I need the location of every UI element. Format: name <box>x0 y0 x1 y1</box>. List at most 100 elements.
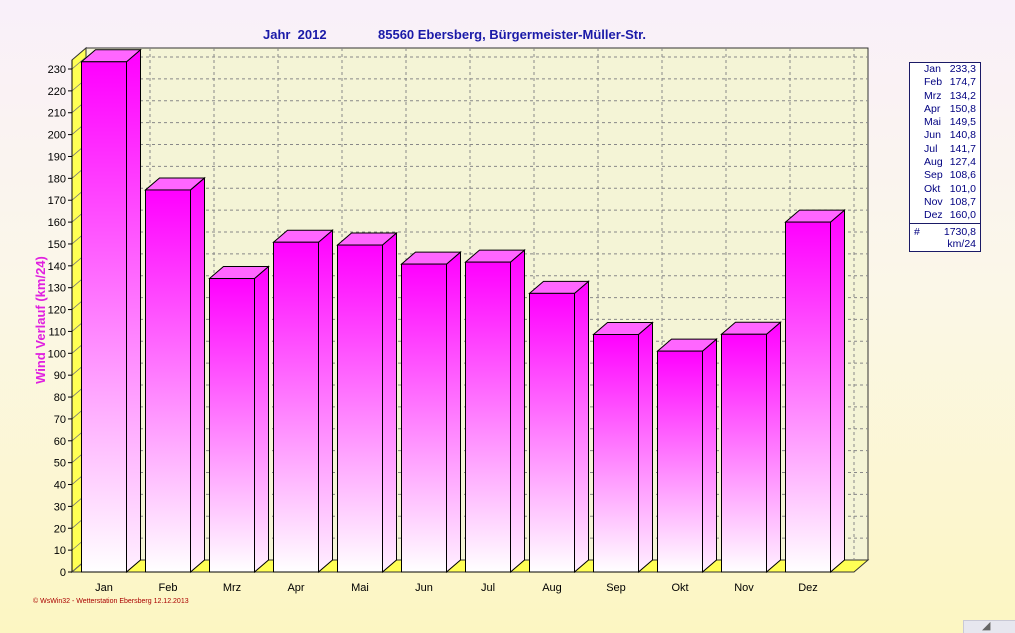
legend-total-unit: km/24 <box>947 237 976 250</box>
x-tick-label: Mrz <box>223 582 241 594</box>
bar-side <box>638 321 653 574</box>
legend-item-value: 150,8 <box>949 102 976 115</box>
y-tick-label: 140 <box>48 261 66 273</box>
y-tick-label: 70 <box>54 414 66 426</box>
legend-item: Apr 150,8 <box>910 103 980 116</box>
legend-item-value: 108,6 <box>949 169 976 182</box>
legend-item: Dez 160,0 <box>910 209 980 222</box>
bar-side <box>126 48 141 574</box>
legend-item: Jul 141,7 <box>910 143 980 156</box>
y-tick-label: 160 <box>48 217 66 229</box>
bar-side <box>382 231 397 574</box>
y-tick-label: 50 <box>54 458 66 470</box>
y-tick-label: 170 <box>48 195 66 207</box>
legend-item-value: 160,0 <box>949 209 976 222</box>
y-tick-label: 180 <box>48 173 66 185</box>
legend-item-value: 140,8 <box>949 129 976 142</box>
bar-side <box>830 208 845 574</box>
legend-total-symbol: # <box>914 225 920 238</box>
legend-item: Sep 108,6 <box>910 169 980 182</box>
y-tick-label: 190 <box>48 151 66 163</box>
legend-item-month: Aug <box>924 156 943 169</box>
legend-item: Nov 108,7 <box>910 196 980 209</box>
x-tick-label: Nov <box>734 582 754 594</box>
station-title: 85560 Ebersberg, Bürgermeister-Müller-St… <box>378 27 647 42</box>
legend-item-value: 108,7 <box>949 195 976 208</box>
legend-item: Jun 140,8 <box>910 129 980 142</box>
legend-item: Mrz 134,2 <box>910 90 980 103</box>
legend-item: Aug 127,4 <box>910 156 980 169</box>
x-tick-label: Sep <box>606 582 626 594</box>
y-tick-label: 40 <box>54 480 66 492</box>
legend-item: Jan 233,3 <box>910 63 980 76</box>
y-tick-label: 60 <box>54 436 66 448</box>
bar <box>81 61 127 573</box>
bar-side <box>254 265 269 574</box>
legend-item-month: Nov <box>924 195 943 208</box>
y-tick-label: 30 <box>54 501 66 513</box>
side-grid-line <box>71 56 87 70</box>
legend-item-month: Apr <box>924 102 941 115</box>
x-tick-label: Jun <box>415 582 433 594</box>
legend-item-value: 233,3 <box>949 63 976 75</box>
legend-item-month: Mai <box>924 116 941 129</box>
legend-item: Okt 101,0 <box>910 183 980 196</box>
bar-side <box>190 176 205 574</box>
legend-item-month: Jul <box>924 142 938 155</box>
legend-item-value: 101,0 <box>949 182 976 195</box>
legend: Jan 233,3 Feb 174,7 Mrz 134,2 Apr 150,8 Mai 149,5… <box>909 62 981 252</box>
labels: 0 10 20 30 40 50 60 70 80 90 100 110 120 130 140 150 160… <box>48 64 818 594</box>
legend-item-value: 127,4 <box>949 156 976 169</box>
bar <box>465 261 511 573</box>
legend-item-value: 149,5 <box>949 116 976 129</box>
legend-item-value: 174,7 <box>949 76 976 89</box>
bar <box>721 333 767 573</box>
legend-item-month: Sep <box>924 169 943 182</box>
legend-item-month: Mrz <box>924 89 942 102</box>
x-tick-label: Aug <box>542 582 562 594</box>
y-tick-label: 130 <box>48 283 66 295</box>
y-tick-label: 80 <box>54 392 66 404</box>
axes <box>68 60 73 573</box>
legend-item-month: Jan <box>924 63 941 75</box>
legend-total: # 1730,8 km/24 <box>910 222 980 251</box>
legend-item: Feb 174,7 <box>910 76 980 89</box>
x-tick-label: Feb <box>159 582 178 594</box>
y-tick-label: 10 <box>54 545 66 557</box>
bar <box>337 244 383 573</box>
y-tick-label: 210 <box>48 108 66 120</box>
bar-side <box>446 250 461 574</box>
bar-side <box>510 249 525 574</box>
y-tick-label: 230 <box>48 64 66 76</box>
y-tick-label: 220 <box>48 86 66 98</box>
resize-grip-icon[interactable]: ◢ <box>963 620 1015 633</box>
y-tick-label: 20 <box>54 523 66 535</box>
x-tick-label: Okt <box>671 582 688 594</box>
legend-item-month: Jun <box>924 129 941 142</box>
year-title: Jahr 2012 <box>263 27 327 42</box>
legend-item: Mai 149,5 <box>910 116 980 129</box>
bar <box>657 350 703 573</box>
bar <box>209 278 255 573</box>
x-tick-label: Dez <box>798 582 818 594</box>
y-tick-label: 200 <box>48 130 66 142</box>
x-tick-label: Mai <box>351 582 369 594</box>
y-tick-label: 120 <box>48 305 66 317</box>
legend-total-value: 1730,8 <box>943 225 976 238</box>
bar <box>529 292 575 573</box>
bar-side <box>574 280 589 574</box>
y-tick-label: 100 <box>48 348 66 360</box>
legend-item-month: Okt <box>924 182 941 195</box>
y-axis-label: Wind Verlauf (km/24) <box>33 256 48 384</box>
legend-item-value: 141,7 <box>949 142 976 155</box>
bar <box>785 221 831 573</box>
bars <box>80 48 846 574</box>
bar <box>145 189 191 573</box>
y-tick-label: 90 <box>54 370 66 382</box>
bar-side <box>318 229 333 574</box>
bar <box>593 333 639 573</box>
x-tick-label: Apr <box>287 582 304 594</box>
x-tick-label: Jul <box>481 582 495 594</box>
footer-credit: © WsWin32 - Wetterstation Ebersberg 12.1… <box>33 598 189 605</box>
